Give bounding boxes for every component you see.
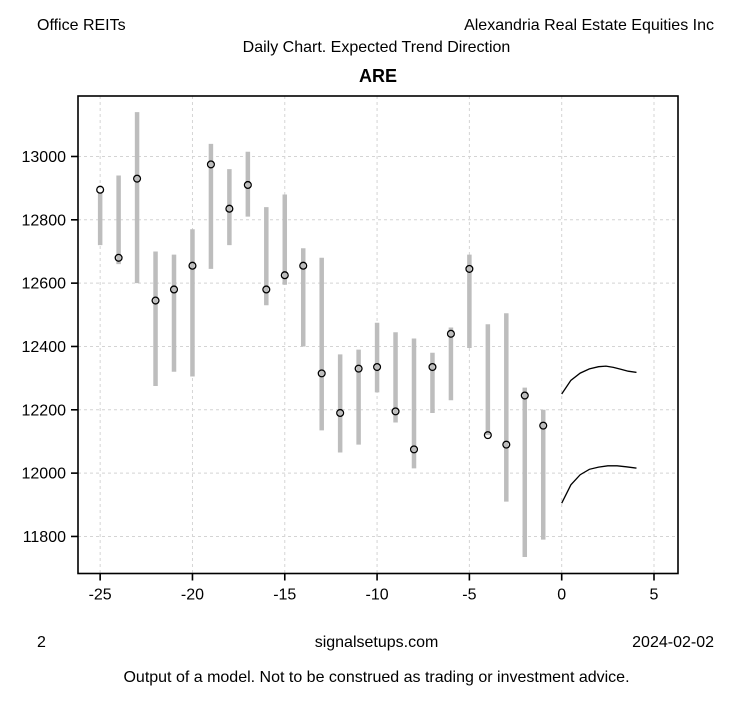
data-point bbox=[262, 285, 271, 294]
data-point bbox=[96, 185, 105, 194]
date-label: 2024-02-02 bbox=[632, 634, 714, 651]
x-tick-label: 0 bbox=[557, 587, 566, 604]
data-point bbox=[336, 408, 345, 418]
website-label: signalsetups.com bbox=[314, 634, 439, 651]
data-point bbox=[114, 253, 123, 262]
data-point bbox=[206, 160, 215, 169]
x-tick-label: 5 bbox=[650, 587, 659, 604]
data-point bbox=[465, 264, 474, 273]
chart-subtitle: Daily Chart. Expected Trend Direction bbox=[242, 39, 511, 56]
data-point bbox=[483, 431, 492, 440]
x-tick-label: -20 bbox=[181, 587, 204, 604]
x-tick-label: -15 bbox=[273, 587, 296, 604]
data-point bbox=[280, 271, 289, 280]
data-point bbox=[188, 261, 197, 270]
data-point bbox=[169, 285, 179, 294]
company-name: Alexandria Real Estate Equities Inc bbox=[464, 17, 714, 34]
x-tick-label: -5 bbox=[462, 587, 476, 604]
data-point bbox=[373, 362, 382, 372]
data-point bbox=[539, 421, 548, 430]
data-point bbox=[133, 174, 142, 183]
data-point bbox=[502, 440, 511, 449]
data-point bbox=[354, 364, 363, 373]
y-tick-label: 12400 bbox=[22, 339, 67, 356]
category-label: Office REITs bbox=[37, 17, 126, 34]
forecast-curve-lower bbox=[561, 465, 637, 504]
chart-title: ARE bbox=[358, 66, 397, 86]
plot-frame bbox=[77, 95, 679, 575]
y-tick-label: 11800 bbox=[23, 529, 66, 546]
data-point bbox=[520, 391, 529, 400]
forecast-curve-upper bbox=[561, 365, 637, 395]
y-tick-label: 13000 bbox=[22, 149, 67, 166]
data-point bbox=[317, 369, 326, 378]
x-tick-label: -10 bbox=[366, 587, 389, 604]
y-tick-label: 12200 bbox=[22, 402, 67, 419]
y-tick-label: 12000 bbox=[22, 466, 67, 483]
data-point bbox=[391, 407, 400, 416]
data-point bbox=[225, 204, 234, 213]
data-point bbox=[151, 296, 160, 305]
y-tick-label: 12600 bbox=[22, 276, 67, 293]
page-number: 2 bbox=[37, 634, 46, 651]
data-point bbox=[409, 445, 419, 454]
data-point bbox=[299, 261, 308, 270]
y-tick-label: 12800 bbox=[22, 212, 67, 229]
data-point bbox=[243, 180, 252, 190]
data-point bbox=[446, 329, 455, 338]
x-tick-label: -25 bbox=[89, 587, 112, 604]
disclaimer-text: Output of a model. Not to be construed a… bbox=[123, 669, 630, 686]
data-point bbox=[428, 362, 437, 372]
